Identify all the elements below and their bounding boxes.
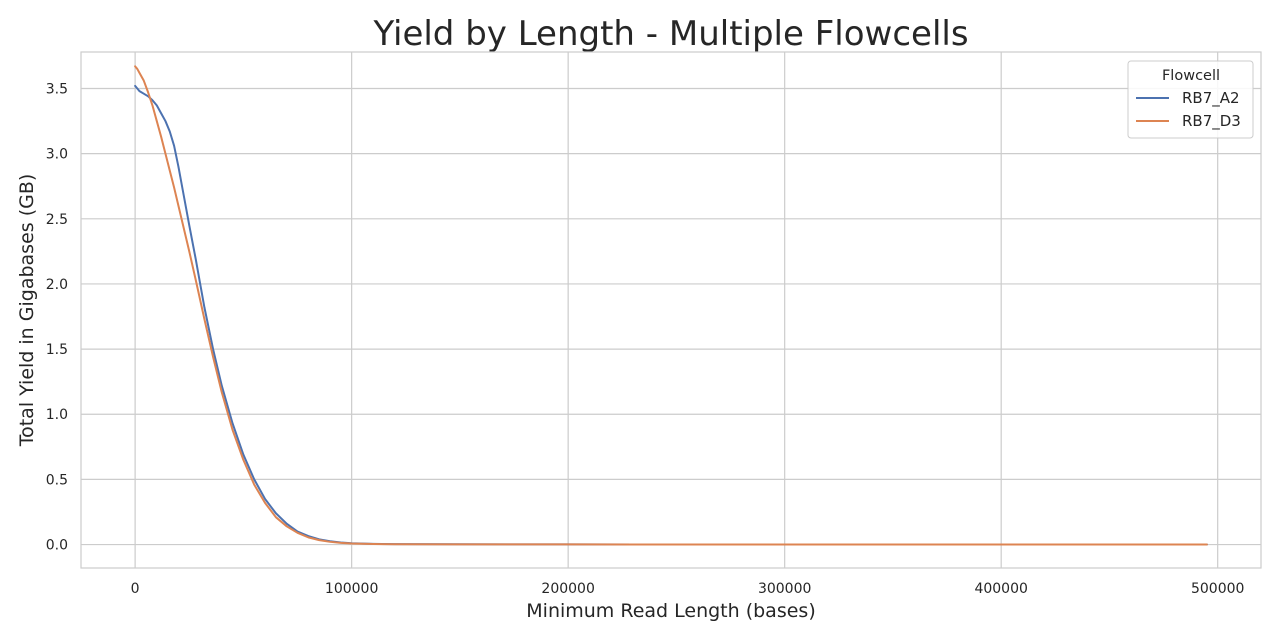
series-lines xyxy=(134,65,1208,546)
legend-label: RB7_D3 xyxy=(1182,112,1241,131)
legend-title: Flowcell xyxy=(1162,68,1220,84)
legend-box xyxy=(1127,60,1254,139)
y-axis-label: Total Yield in Gigabases (GB) xyxy=(16,174,38,448)
y-tick-label: 2.5 xyxy=(46,212,68,228)
x-tick-label: 500000 xyxy=(1191,581,1244,597)
x-axis-ticks: 0 100000 200000 300000 400000 500000 xyxy=(131,581,1245,597)
y-axis-ticks: 0.0 0.5 1.0 1.5 2.0 2.5 3.0 3.5 xyxy=(46,81,68,553)
chart-title: Yield by Length - Multiple Flowcells xyxy=(372,14,968,54)
x-tick-label: 400000 xyxy=(974,581,1027,597)
plot-area-frame xyxy=(80,51,1262,569)
y-tick-label: 1.0 xyxy=(46,407,68,423)
legend-items: RB7_A2 RB7_D3 xyxy=(1136,89,1241,131)
legend-label: RB7_A2 xyxy=(1182,89,1240,108)
y-tick-label: 3.5 xyxy=(46,81,68,97)
series-line-rb7-d3 xyxy=(134,65,1208,546)
y-tick-label: 1.5 xyxy=(46,342,68,358)
y-tick-label: 2.0 xyxy=(46,277,68,293)
y-tick-label: 0.0 xyxy=(46,538,68,554)
x-tick-label: 200000 xyxy=(541,581,594,597)
x-tick-label: 100000 xyxy=(325,581,378,597)
x-tick-label: 0 xyxy=(131,581,140,597)
x-axis-label: Minimum Read Length (bases) xyxy=(526,600,815,622)
y-tick-label: 3.0 xyxy=(46,147,68,163)
legend: Flowcell RB7_A2 RB7_D3 xyxy=(1127,60,1254,139)
series-line-rb7-a2 xyxy=(134,84,1208,546)
y-tick-label: 0.5 xyxy=(46,472,68,488)
x-tick-label: 300000 xyxy=(758,581,811,597)
